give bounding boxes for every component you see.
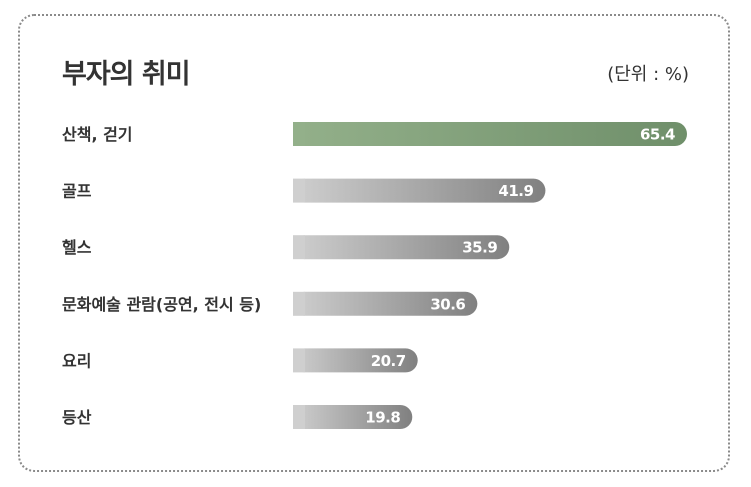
bar-left-edge [293, 122, 305, 146]
chart-card [18, 14, 730, 472]
category-label: 산책, 걷기 [62, 125, 133, 144]
bar-left-edge [293, 405, 305, 429]
bar [293, 291, 478, 316]
category-label: 등산 [62, 408, 92, 427]
value-label: 30.6 [430, 295, 465, 313]
bar [293, 405, 413, 429]
value-label: 65.4 [640, 126, 675, 144]
chart-title: 부자의 취미 [62, 59, 191, 90]
bar [293, 348, 418, 373]
category-label: 문화예술 관람(공연, 전시 등) [62, 295, 261, 314]
value-label: 20.7 [371, 352, 406, 370]
bar-highlight [293, 122, 687, 146]
bar-left-edge [293, 291, 305, 316]
category-label: 헬스 [62, 238, 92, 257]
bar-left-edge [293, 178, 305, 203]
category-label: 골프 [62, 182, 92, 201]
category-label: 요리 [62, 351, 91, 370]
bar-left-edge [293, 235, 305, 260]
bar [293, 178, 546, 203]
value-label: 19.8 [365, 409, 400, 427]
unit-label: (단위 : %) [607, 64, 689, 85]
value-label: 35.9 [462, 239, 497, 257]
bar-left-edge [293, 348, 305, 373]
bar [293, 235, 510, 260]
value-label: 41.9 [498, 182, 533, 200]
